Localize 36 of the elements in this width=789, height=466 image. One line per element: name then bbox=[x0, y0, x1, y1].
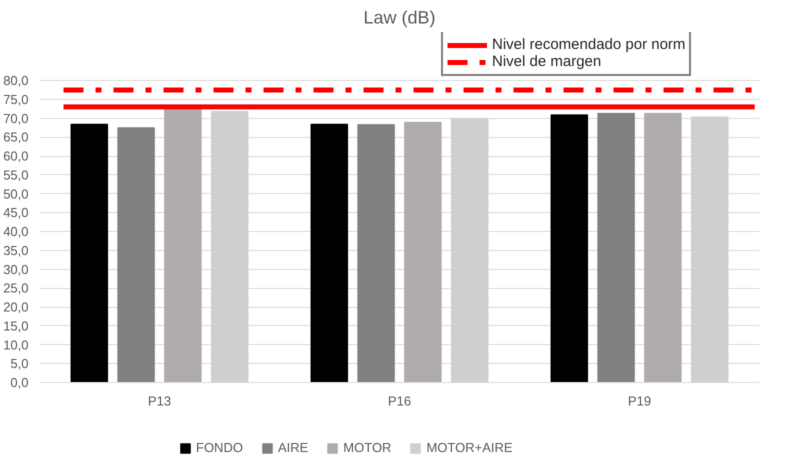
bar bbox=[550, 114, 588, 383]
y-tick-label: 45,0 bbox=[3, 205, 29, 220]
legend-label: AIRE bbox=[278, 440, 308, 455]
bar bbox=[117, 127, 155, 383]
legend-label: MOTOR bbox=[343, 440, 392, 455]
bar bbox=[404, 122, 442, 383]
bar bbox=[597, 112, 635, 383]
y-tick-label: 0,0 bbox=[10, 375, 29, 390]
y-tick-label: 25,0 bbox=[3, 280, 29, 296]
legend-label: Nivel de margen bbox=[492, 53, 602, 70]
y-tick-label: 55,0 bbox=[3, 167, 29, 182]
y-tick-label: 40,0 bbox=[3, 224, 29, 239]
bar bbox=[164, 108, 202, 383]
y-tick-label: 10,0 bbox=[3, 337, 29, 352]
bar bbox=[644, 112, 682, 383]
bar bbox=[310, 124, 348, 383]
x-tick-label: P13 bbox=[148, 394, 172, 408]
x-tick-label: P16 bbox=[388, 394, 412, 408]
y-tick-label: 75,0 bbox=[3, 92, 29, 107]
y-tick-label: 65,0 bbox=[3, 130, 29, 145]
y-tick-label: 70,0 bbox=[3, 110, 29, 126]
y-tick-label: 15,0 bbox=[3, 318, 29, 334]
chart-title: Law (dB) bbox=[363, 8, 436, 28]
y-tick-label: 60,0 bbox=[3, 148, 29, 164]
y-tick-label: 5,0 bbox=[10, 356, 29, 372]
y-tick-label: 20,0 bbox=[3, 300, 29, 314]
legend-label: FONDO bbox=[196, 440, 243, 455]
y-tick-label: 35,0 bbox=[3, 242, 29, 258]
bar bbox=[70, 124, 108, 383]
y-tick-label: 80,0 bbox=[3, 73, 29, 88]
bar bbox=[357, 124, 395, 383]
x-tick-label: P19 bbox=[628, 394, 652, 408]
y-tick-label: 50,0 bbox=[3, 186, 29, 202]
legend-label: MOTOR+AIRE bbox=[426, 440, 513, 455]
y-tick-label: 30,0 bbox=[3, 262, 29, 277]
legend-label: Nivel recomendado por norm bbox=[492, 36, 686, 53]
